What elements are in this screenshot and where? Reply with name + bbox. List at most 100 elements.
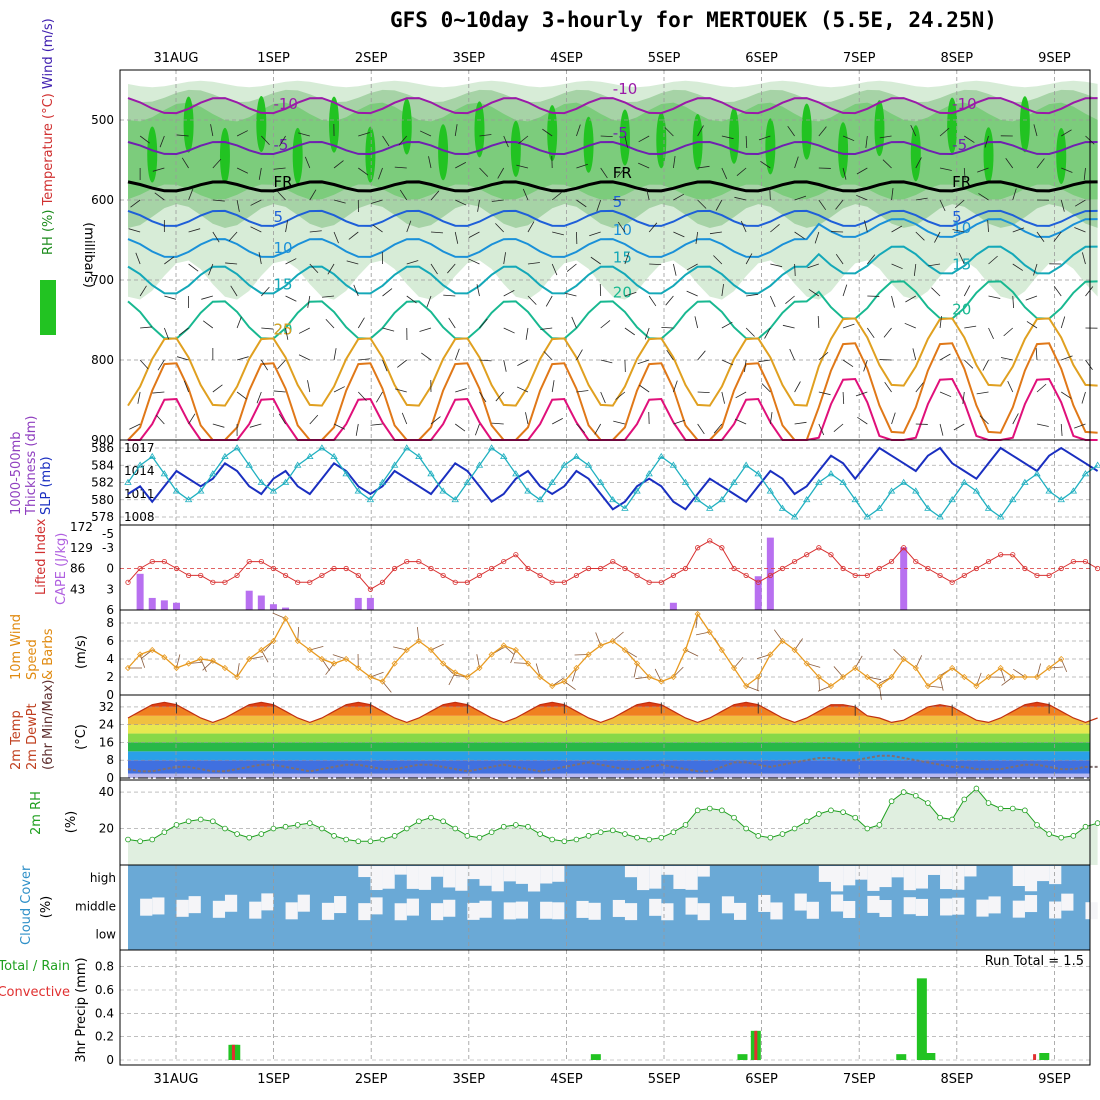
li-point: [901, 545, 907, 551]
top-date-label: 8SEP: [941, 51, 974, 66]
wind-barb: [261, 286, 270, 297]
wind-barb-10m: [448, 672, 456, 686]
wind-barb: [128, 228, 141, 233]
wind-barb-10m: [503, 645, 515, 655]
wind-barb: [477, 199, 480, 212]
wind-barb-10m: [833, 666, 844, 678]
wind-barb: [1005, 158, 1014, 169]
cape-bar: [282, 607, 290, 610]
contour-label: -5: [613, 124, 628, 142]
rh-core-blob: [219, 127, 230, 184]
temp-tick-label: 8: [106, 753, 114, 767]
wind-barb: [372, 224, 383, 233]
rh-point: [864, 825, 871, 832]
li-point: [1082, 558, 1089, 565]
wind-speed-point: [537, 673, 544, 681]
wind-barb-10m: [673, 666, 684, 678]
bottom-date-label: 4SEP: [550, 1072, 583, 1087]
li-point: [525, 565, 531, 572]
cloud-high-cell: [1024, 866, 1038, 892]
wind-barb: [503, 327, 515, 334]
wind-barb: [139, 285, 147, 297]
rh-point: [488, 829, 495, 835]
wind-barb: [382, 327, 395, 332]
cape-bar: [269, 604, 277, 610]
wind-barb: [590, 256, 601, 265]
wind-barb: [785, 295, 795, 305]
cape-bar: [754, 576, 762, 610]
wind-barb-10m: [685, 649, 699, 657]
wind-barb: [910, 124, 917, 137]
precip-tick-label: 0.2: [95, 1030, 114, 1044]
wind-barb: [842, 323, 855, 329]
rh-point: [549, 836, 555, 843]
wind-barb: [285, 220, 289, 233]
li-point: [343, 565, 349, 572]
rh-point: [1070, 833, 1077, 839]
cape-bar: [136, 573, 144, 610]
wind-barb: [454, 124, 458, 137]
contour-label: -5: [952, 136, 967, 154]
wind-barb: [713, 423, 723, 434]
wind-speed-point: [936, 673, 944, 681]
wind-barb: [794, 421, 807, 425]
li-point: [1022, 565, 1028, 572]
cloud-mid-cell: [552, 902, 565, 920]
wind-ylabel: & Barbs: [41, 628, 56, 680]
rh-point: [900, 789, 907, 795]
wind-barb: [842, 135, 855, 142]
li-point: [501, 558, 507, 565]
slp-ylabel-2: Thickness (dm): [24, 416, 39, 516]
cape-bar: [245, 590, 253, 610]
wind-barb: [236, 130, 248, 137]
wind-barb: [455, 199, 467, 206]
wind-speed-point: [888, 673, 895, 681]
wind-barb: [176, 134, 189, 137]
rh-core-blob: [656, 112, 667, 169]
wind-barb: [1074, 227, 1086, 233]
wind-barb: [857, 416, 868, 425]
li-point: [682, 565, 689, 572]
wind-speed-point: [670, 673, 677, 681]
wind-barb: [769, 187, 771, 201]
rh-point: [537, 831, 543, 837]
wind-speed-point: [573, 664, 580, 672]
li-point: [404, 558, 410, 565]
wind-barb: [382, 359, 388, 372]
wind-barb: [1060, 316, 1066, 329]
thickness-point: [427, 470, 435, 477]
rh-point: [294, 822, 301, 828]
wind-barb: [1061, 129, 1072, 137]
wind-barb: [1033, 124, 1038, 137]
cloud-mid-cell: [734, 902, 747, 920]
cloud-level-label: middle: [75, 899, 116, 913]
wind-barb: [355, 423, 359, 436]
chart-title: GFS 0~10day 3-hourly for MERTOUEK (5.5E,…: [390, 8, 997, 32]
cloud-high-cell: [697, 866, 710, 877]
wind-barb: [782, 324, 795, 329]
wind-barb: [540, 327, 553, 330]
li-point: [319, 572, 325, 579]
cloud-high-cell: [455, 866, 468, 891]
thickness-point: [560, 461, 569, 468]
wind-barb: [1061, 391, 1072, 399]
rh-point: [476, 834, 483, 841]
precip-panel: 0 0.2 0.4 0.6 0.8 Run Total = 1.5 Total / Rain…: [0, 950, 1090, 1067]
wind-barb: [891, 295, 895, 308]
contour-label: 10: [952, 219, 971, 237]
li-point: [476, 572, 483, 579]
thickness-point: [318, 444, 326, 451]
rh-point: [222, 825, 228, 832]
wind-speed-point: [452, 669, 459, 676]
wind-barb: [982, 359, 989, 371]
cloud-mid-cell: [588, 902, 601, 920]
li-point: [585, 565, 592, 572]
li-point: [634, 572, 640, 579]
rh-point: [234, 831, 240, 837]
rh-point: [125, 836, 131, 843]
wind-barb: [987, 220, 989, 233]
li-ylabel: Lifted Index: [34, 518, 49, 595]
wind-barb: [397, 359, 408, 368]
wind-speed-point: [161, 654, 168, 661]
